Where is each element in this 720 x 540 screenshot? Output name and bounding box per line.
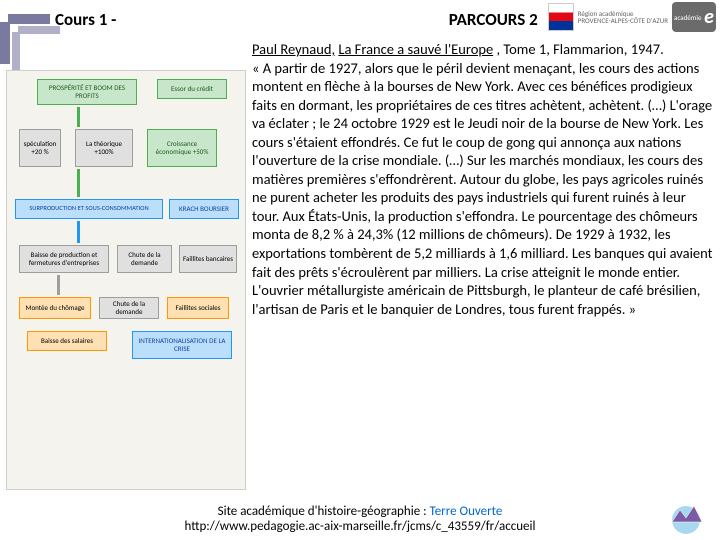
diagram-box: spéculation +20 %: [19, 129, 61, 167]
corner-decoration: [0, 14, 52, 44]
diagram-box: Montée du chômage: [19, 297, 91, 319]
diagram-box: Baisse de production et fermetures d'ent…: [19, 245, 109, 273]
logo-academie-icon: académie: [672, 2, 716, 32]
diagram-box: Faillites bancaires: [179, 245, 237, 273]
logo-block: Région académique PROVENCE-ALPES-CÔTE D'…: [548, 2, 716, 32]
diagram-box: SURPRODUCTION ET SOUS-CONSOMMATION: [15, 199, 163, 219]
logo-fr-icon: [548, 3, 574, 31]
footer-url: http://www.pedagogie.ac-aix-marseille.fr…: [185, 519, 536, 534]
body-text: « A partir de 1927, alors que le péril d…: [252, 59, 712, 318]
citation-title: La France a sauvé l'Europe: [338, 40, 493, 58]
text-column: Paul Reynaud, La France a sauvé l'Europe…: [252, 40, 714, 490]
diagram-box: Croissance économique +50%: [147, 129, 217, 167]
arrow-icon: [77, 107, 80, 127]
arrow-icon: [57, 275, 60, 295]
citation-author: Paul Reynaud,: [252, 40, 335, 58]
footer-sitename: Terre Ouverte: [430, 504, 503, 519]
citation-rest: , Tome 1, Flammarion, 1947.: [496, 40, 663, 58]
logo-region-text: Région académique PROVENCE-ALPES-CÔTE D'…: [578, 10, 668, 24]
content-area: PROSPÉRITÉ ET BOOM DES PROFITS Essor du …: [0, 38, 720, 490]
diagram-box: Chute de la demande: [117, 245, 172, 273]
diagram-box: KRACH BOURSIER: [169, 199, 239, 219]
arrow-icon: [77, 169, 80, 197]
course-label: Cours 1 -: [55, 9, 116, 30]
footer-logo-icon: [666, 500, 706, 534]
diagram-box: INTERNATIONALISATION DE LA CRISE: [132, 331, 232, 359]
diagram-box: Chute de la demande: [99, 297, 159, 319]
footer-label: Site académique d'histoire-géographie :: [218, 504, 430, 519]
diagram-box: Essor du crédit: [157, 79, 227, 99]
diagram-image: PROSPÉRITÉ ET BOOM DES PROFITS Essor du …: [6, 70, 246, 490]
diagram-box: La théorique +100%: [75, 129, 133, 167]
arrow-icon: [77, 221, 80, 243]
diagram-box: Faillites sociales: [167, 297, 229, 319]
diagram-box: PROSPÉRITÉ ET BOOM DES PROFITS: [37, 79, 137, 105]
diagram-box: Baisse des salaires: [27, 331, 107, 351]
footer: Site académique d'histoire-géographie : …: [0, 504, 720, 534]
